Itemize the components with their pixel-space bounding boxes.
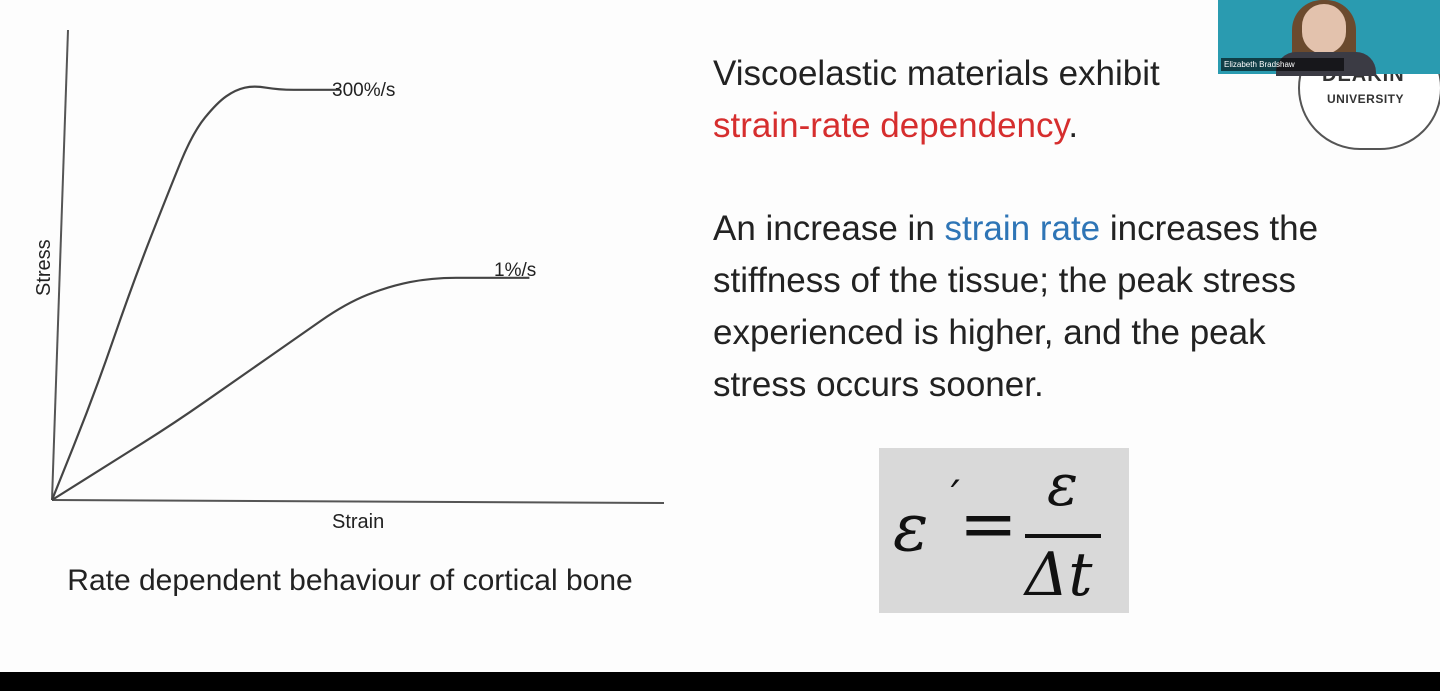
p1-highlight-red: strain-rate dependency [713, 106, 1069, 145]
formula-lhs: ε [893, 489, 929, 566]
p2-highlight-blue: strain rate [944, 209, 1101, 248]
bottom-black-bar [0, 672, 1440, 691]
series-line-1 [51, 276, 530, 501]
series-label-1: 1%/s [494, 260, 536, 281]
p2-text-end: increases the stiffness of the tissue; t… [713, 209, 1319, 404]
y-axis [51, 29, 69, 501]
webcam-presenter-face [1302, 4, 1346, 54]
formula-fraction-bar [1025, 534, 1101, 538]
logo-subtitle: UNIVERSITY [1327, 92, 1405, 106]
p1-text-start: Viscoelastic materials exhibit [713, 54, 1160, 93]
x-axis [51, 499, 665, 504]
chart-series-group [50, 85, 530, 501]
webcam-name-label: Elizabeth Bradshaw [1221, 58, 1344, 71]
paragraph-viscoelastic: Viscoelastic materials exhibit strain-ra… [713, 48, 1233, 152]
p1-text-end: . [1068, 106, 1079, 145]
series-line-0 [50, 85, 340, 501]
x-axis-label: Strain [332, 511, 384, 533]
chart-caption: Rate dependent behaviour of cortical bon… [67, 564, 633, 597]
slide: Stress Strain 300%/s 1%/s Rate dependent… [33, 0, 1440, 613]
stress-strain-chart: Stress Strain 300%/s 1%/s [33, 29, 665, 533]
y-axis-label: Stress [33, 239, 55, 296]
formula-equals: = [959, 483, 1018, 565]
formula-prime: ´ [943, 476, 963, 522]
formula-numerator: ε [1047, 451, 1079, 519]
paragraph-strain-rate: An increase in strain rate increases the… [713, 203, 1363, 411]
series-label-300: 300%/s [332, 80, 395, 101]
p2-text-start: An increase in [713, 209, 945, 248]
formula-denominator: Δt [1025, 540, 1093, 610]
strain-rate-formula: ε ´ = ε Δt [879, 448, 1129, 613]
